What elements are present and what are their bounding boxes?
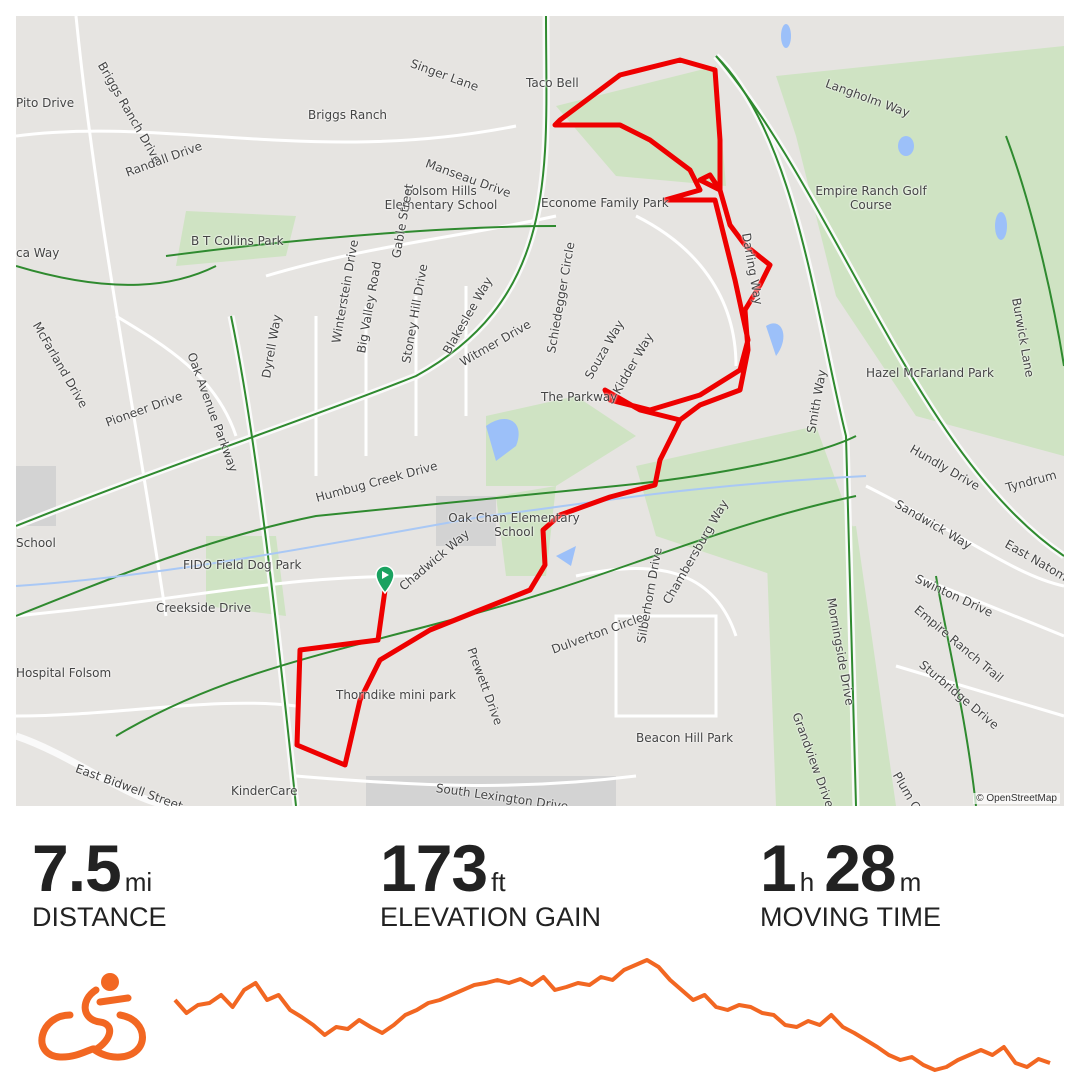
map-label: Hazel McFarland Park xyxy=(866,366,994,380)
minutes-value: 28 xyxy=(824,831,896,905)
route-map[interactable]: Singer Lane Taco Bell Briggs Ranch Drive Br… xyxy=(16,16,1064,806)
time-stat: 1 h 28 m MOVING TIME xyxy=(760,830,941,933)
water xyxy=(486,24,1007,566)
distance-value: 7.5 xyxy=(32,831,122,905)
map-label: Creekside Drive xyxy=(156,601,252,615)
elevation-unit: ft xyxy=(491,867,506,897)
start-marker[interactable] xyxy=(375,565,395,595)
streets xyxy=(16,16,1064,787)
map-label: School xyxy=(16,536,56,550)
map-label: KinderCare xyxy=(231,784,298,798)
cyclist-icon xyxy=(38,973,146,1061)
map-label: Briggs Ranch xyxy=(308,108,388,122)
elevation-profile xyxy=(38,958,1051,1072)
elevation-label: ELEVATION GAIN xyxy=(380,902,602,932)
map-label: Beacon Hill Park xyxy=(636,731,734,745)
map-label: Empire Ranch Golf Course xyxy=(815,184,927,212)
distance-label: DISTANCE xyxy=(32,902,167,932)
map-label: The Parkway xyxy=(541,390,618,404)
map-label: Econome Family Park xyxy=(541,196,669,210)
time-label: MOVING TIME xyxy=(760,902,942,932)
elevation-value: 173 xyxy=(380,831,488,905)
map-label: Thorndike mini park xyxy=(336,688,456,702)
hours-value: 1 xyxy=(760,831,797,905)
map-base xyxy=(16,16,1064,806)
map-label: B T Collins Park xyxy=(191,234,284,248)
distance-unit: mi xyxy=(124,867,153,897)
minutes-unit: m xyxy=(899,867,922,897)
map-label: FIDO Field Dog Park xyxy=(183,558,302,572)
map-label: Folsom Hills Elementary School xyxy=(384,184,498,212)
route-line xyxy=(294,57,773,768)
elevation-stat: 173 ft ELEVATION GAIN xyxy=(380,830,601,933)
map-attribution[interactable]: © OpenStreetMap xyxy=(973,793,1060,804)
distance-stat: 7.5 mi DISTANCE xyxy=(32,830,167,933)
map-label: Hospital Folsom xyxy=(16,666,112,680)
map-label: ca Way xyxy=(16,246,60,260)
hours-unit: h xyxy=(799,867,815,897)
elevation-line xyxy=(173,958,1051,1072)
map-label: Taco Bell xyxy=(526,76,579,90)
map-label: Oak Chan Elementary School xyxy=(448,511,580,539)
parks xyxy=(176,46,1064,806)
map-label: Pito Drive xyxy=(16,96,75,110)
play-icon xyxy=(382,571,389,579)
